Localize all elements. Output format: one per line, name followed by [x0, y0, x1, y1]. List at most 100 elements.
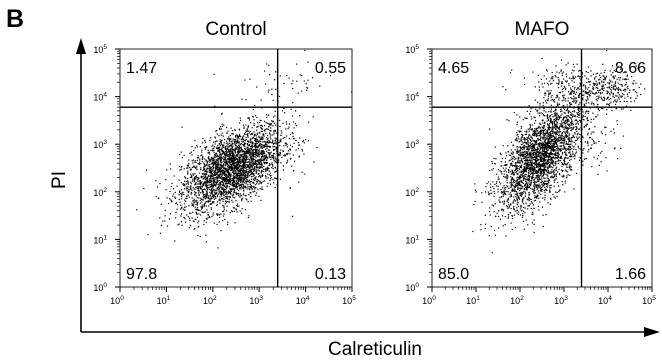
event-dot — [241, 181, 243, 183]
event-dot — [213, 161, 215, 164]
event-dot — [236, 188, 239, 190]
event-dot — [262, 159, 264, 161]
event-dot — [537, 112, 539, 114]
event-dot — [243, 126, 245, 128]
event-dot — [545, 214, 547, 216]
event-dot — [539, 171, 542, 173]
event-dot — [553, 132, 556, 134]
event-dot — [205, 179, 207, 181]
event-dot — [244, 79, 246, 81]
event-dot — [191, 160, 193, 162]
event-dot — [555, 115, 557, 117]
event-dot — [307, 61, 309, 63]
event-dot — [210, 172, 213, 174]
event-dot — [216, 187, 218, 189]
event-dot — [272, 182, 275, 184]
event-dot — [244, 175, 247, 177]
event-dot — [562, 176, 564, 178]
event-dot — [246, 140, 248, 142]
event-dot — [258, 135, 260, 138]
event-dot — [517, 197, 519, 199]
event-dot — [528, 153, 530, 155]
event-dot — [223, 174, 226, 177]
event-dot — [533, 200, 536, 202]
event-dot — [193, 181, 196, 183]
event-dot — [248, 186, 250, 188]
event-dot — [245, 180, 248, 182]
event-dot — [239, 157, 241, 159]
event-dot — [538, 178, 541, 180]
event-dot — [201, 160, 203, 163]
event-dot — [255, 146, 257, 148]
event-dot — [201, 176, 203, 178]
event-dot — [534, 155, 536, 157]
event-dot — [527, 164, 529, 166]
event-dot — [542, 132, 544, 134]
event-dot — [239, 178, 241, 181]
event-dot — [228, 180, 230, 182]
event-dot — [220, 140, 222, 142]
event-dot — [203, 162, 205, 164]
event-dot — [250, 134, 252, 136]
event-dot — [288, 126, 290, 128]
event-dot — [516, 145, 518, 148]
event-dot — [541, 165, 543, 167]
event-dot — [190, 151, 192, 153]
event-dot — [187, 181, 189, 183]
event-dot — [264, 144, 266, 146]
event-dot — [229, 140, 231, 142]
event-dot — [529, 153, 531, 156]
event-dot — [564, 123, 566, 125]
event-dot — [257, 125, 259, 127]
event-dot — [572, 122, 574, 124]
event-dot — [528, 159, 530, 161]
event-dot — [494, 146, 496, 148]
event-dot — [194, 182, 197, 185]
event-dot — [236, 141, 239, 143]
event-dot — [245, 153, 247, 155]
event-dot — [563, 99, 565, 101]
event-dot — [272, 156, 274, 158]
event-dot — [226, 169, 228, 171]
event-dot — [540, 188, 542, 191]
event-dot — [218, 214, 221, 216]
event-dot — [546, 123, 549, 125]
event-dot — [500, 154, 502, 156]
event-dot — [212, 194, 214, 196]
event-dot — [580, 109, 582, 111]
event-dot — [519, 175, 521, 178]
event-dot — [560, 157, 562, 159]
event-dot — [519, 162, 521, 164]
event-dot — [222, 172, 224, 174]
event-dot — [221, 186, 223, 188]
event-dot — [213, 183, 215, 185]
event-dot — [221, 188, 223, 190]
event-dot — [527, 224, 529, 226]
event-dot — [569, 167, 571, 169]
event-dot — [243, 172, 245, 174]
event-dot — [261, 186, 263, 188]
event-dot — [235, 185, 237, 188]
event-dot — [209, 159, 211, 161]
event-dot — [254, 188, 256, 190]
event-dot — [593, 118, 595, 120]
event-dot — [225, 210, 228, 212]
event-dot — [546, 135, 549, 137]
event-dot — [267, 151, 269, 154]
event-dot — [210, 208, 213, 210]
event-dot — [227, 191, 229, 193]
event-dot — [200, 167, 202, 169]
event-dot — [546, 133, 549, 135]
event-dot — [229, 192, 231, 194]
event-dot — [554, 123, 556, 126]
event-dot — [528, 147, 530, 149]
event-dot — [546, 116, 549, 118]
event-dot — [238, 174, 241, 177]
event-dot — [259, 153, 261, 155]
event-dot — [259, 138, 261, 141]
event-dot — [240, 174, 243, 176]
event-dot — [193, 204, 195, 206]
event-dot — [191, 166, 193, 169]
event-dot — [218, 150, 220, 152]
event-dot — [238, 150, 241, 153]
